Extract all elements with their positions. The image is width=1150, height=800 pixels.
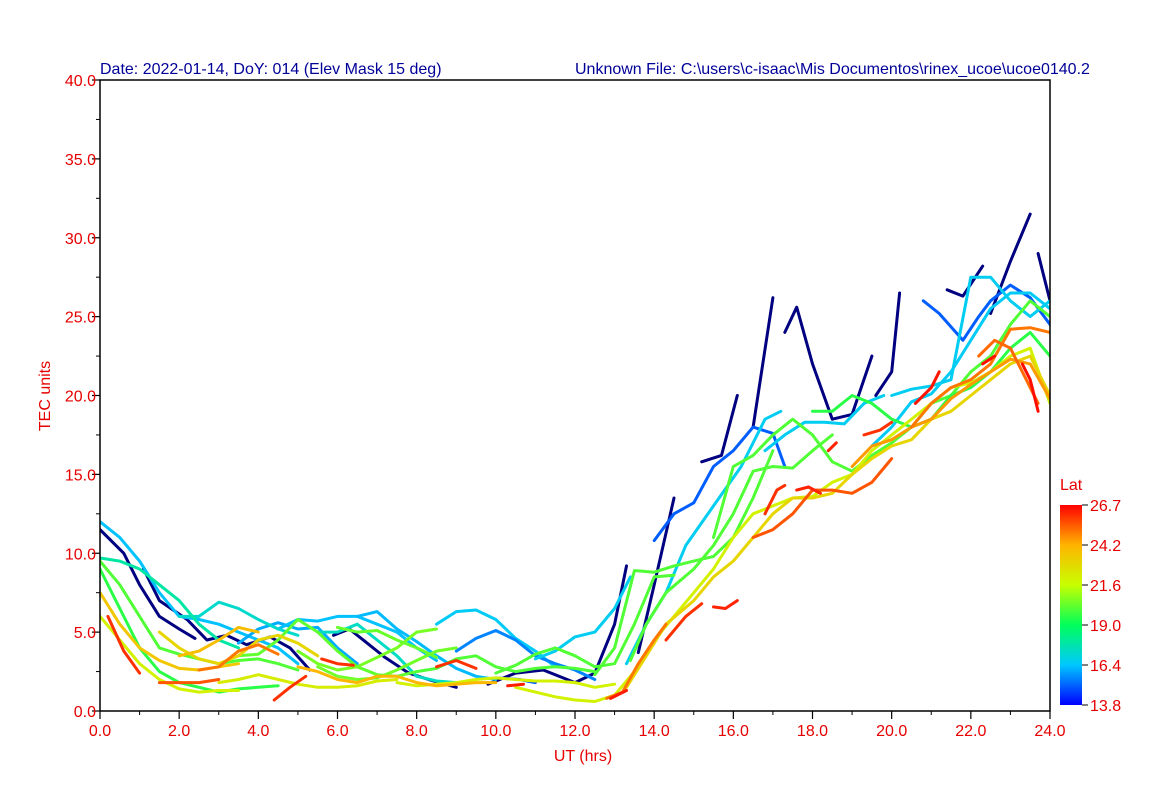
x-tick-label: 24.0 [1034, 723, 1065, 740]
x-tick-label: 22.0 [955, 723, 986, 740]
series-line-69 [913, 370, 941, 405]
x-tick-label: 20.0 [876, 723, 907, 740]
series-line-6 [751, 296, 775, 429]
y-tick-label: 40.0 [65, 73, 96, 90]
series-line-16 [237, 621, 359, 666]
y-tick-label: 5.0 [74, 625, 96, 642]
colorbar: Lat 13.8 16.4 19.0 21.6 24.2 26.7 [1060, 477, 1121, 715]
series-line-26 [177, 600, 300, 637]
header-file: Unknown File: C:\users\c-isaac\Mis Docum… [575, 61, 1090, 78]
colorbar-gradient [1060, 505, 1082, 705]
series-line-70 [981, 354, 997, 366]
series-line-30 [100, 567, 280, 694]
series-line-5 [700, 394, 739, 464]
series-line-11 [1036, 252, 1050, 303]
x-tick-label: 2.0 [168, 723, 190, 740]
series-line-68 [862, 420, 894, 437]
series-line-27 [316, 622, 458, 685]
x-tick-label: 18.0 [797, 723, 828, 740]
series-line-42 [217, 673, 399, 689]
series-line-62 [609, 689, 628, 700]
colorbar-tick-label: 26.7 [1090, 498, 1121, 515]
x-tick-label: 10.0 [480, 723, 511, 740]
series-line-21 [533, 575, 632, 661]
series-line-53 [910, 326, 1050, 429]
series-line-57 [106, 614, 142, 675]
y-tick-label: 15.0 [65, 467, 96, 484]
series-line-66 [795, 485, 822, 495]
colorbar-tick-label: 13.8 [1090, 698, 1121, 715]
series-line-51 [197, 643, 280, 672]
series-line-58 [272, 674, 308, 702]
y-axis: 0.0 5.0 10.0 15.0 20.0 25.0 30.0 35.0 40.0 [65, 73, 100, 721]
series-line-45 [157, 630, 320, 666]
series-line-56 [977, 338, 1040, 405]
series-line-54 [157, 678, 221, 685]
x-tick-label: 4.0 [247, 723, 269, 740]
series-line-67 [826, 441, 838, 453]
series-line-18 [355, 610, 498, 681]
series-line-23 [763, 394, 886, 453]
series-line-9 [945, 264, 985, 298]
header-date: Date: 2022-01-14, DoY: 014 (Elev Mask 15… [100, 61, 442, 78]
series-line-38 [628, 433, 834, 662]
series-line-8 [874, 291, 902, 397]
x-axis: 0.0 2.0 4.0 6.0 8.0 10.0 12.0 14.0 16.0 18.0 20.0 2… [89, 711, 1066, 740]
series-line-13 [652, 425, 787, 543]
y-tick-label: 10.0 [65, 546, 96, 563]
series-line-71 [1020, 362, 1040, 413]
series-line-32 [296, 627, 438, 672]
colorbar-tick-label: 21.6 [1090, 578, 1121, 595]
y-tick-label: 35.0 [65, 152, 96, 169]
y-tick-label: 25.0 [65, 310, 96, 327]
x-tick-label: 0.0 [89, 723, 111, 740]
series-line-64 [712, 599, 739, 610]
series-line-25 [890, 275, 1050, 397]
series-line-39 [712, 299, 1050, 539]
colorbar-label: Lat [1060, 477, 1083, 494]
series-line-59 [320, 657, 355, 667]
series-line-49 [296, 665, 498, 688]
colorbar-tick-label: 24.2 [1090, 538, 1121, 555]
y-tick-label: 0.0 [74, 704, 96, 721]
series-line-24 [870, 291, 1050, 448]
series-line-63 [664, 602, 704, 642]
series-line-34 [336, 625, 438, 659]
x-tick-label: 12.0 [559, 723, 590, 740]
series-line-65 [763, 483, 787, 516]
series-line-47 [177, 625, 260, 658]
x-tick-label: 8.0 [406, 723, 428, 740]
series-line-40 [811, 330, 1050, 429]
series-line-41 [100, 614, 240, 694]
series-line-15 [100, 520, 300, 666]
y-tick-label: 30.0 [65, 231, 96, 248]
series-line-14 [921, 283, 1050, 342]
series-line-37 [593, 449, 775, 677]
colorbar-tick-label: 19.0 [1090, 618, 1121, 635]
series-line-61 [506, 682, 525, 688]
x-tick-label: 14.0 [639, 723, 670, 740]
y-axis-label: TEC units [37, 361, 54, 431]
colorbar-tick-label: 16.4 [1090, 658, 1121, 675]
x-tick-label: 16.0 [718, 723, 749, 740]
series-line-55 [751, 457, 894, 539]
series-line-33 [316, 646, 458, 681]
series-line-19 [435, 608, 557, 669]
series-line-0 [100, 528, 197, 640]
colorbar-ticks: 13.8 16.4 19.0 21.6 24.2 26.7 [1082, 498, 1121, 715]
x-tick-label: 6.0 [326, 723, 348, 740]
series-line-7 [783, 305, 874, 421]
series-line-28 [100, 556, 240, 650]
plot-frame [99, 79, 1051, 712]
y-tick-label: 20.0 [65, 389, 96, 406]
series-line-60 [435, 659, 478, 670]
series-line-36 [494, 573, 676, 675]
series-layer [100, 212, 1050, 703]
series-line-48 [625, 354, 1050, 689]
x-axis-label: UT (hrs) [554, 748, 612, 765]
series-line-44 [514, 346, 1050, 703]
